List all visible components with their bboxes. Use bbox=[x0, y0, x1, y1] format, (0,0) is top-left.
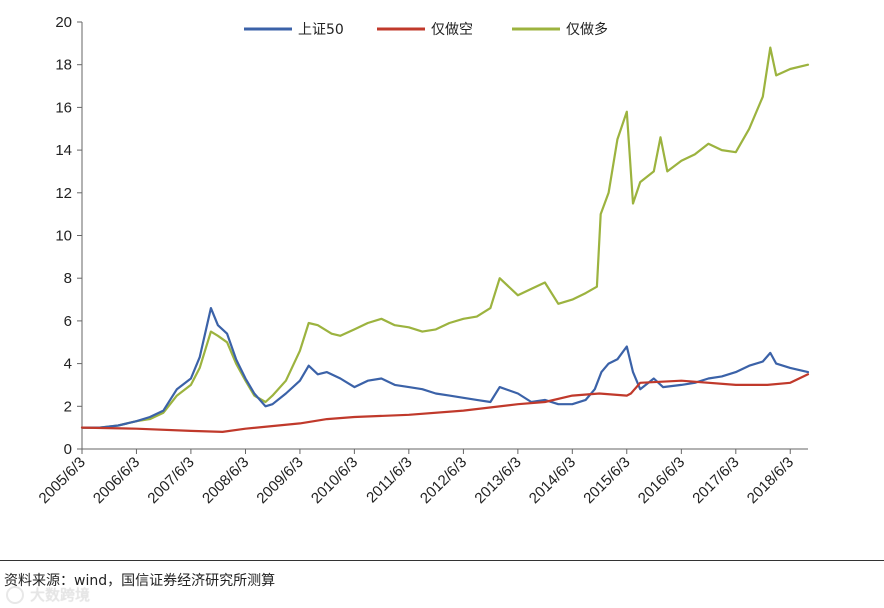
x-tick-label: 2012/6/3 bbox=[417, 454, 470, 507]
y-tick-label: 14 bbox=[55, 142, 72, 159]
legend: 上证50 仅做空 仅做多 bbox=[244, 21, 608, 38]
x-tick-label: 2007/6/3 bbox=[144, 454, 197, 507]
y-tick-label: 0 bbox=[64, 441, 72, 458]
y-tick-label: 2 bbox=[64, 398, 72, 415]
x-axis: 2005/6/3 2006/6/3 2007/6/3 2008/6/3 2009/6/3… bbox=[36, 448, 808, 507]
x-tick-label: 2013/6/3 bbox=[471, 454, 524, 507]
legend-label: 上证50 bbox=[298, 22, 344, 38]
x-tick-label: 2005/6/3 bbox=[36, 454, 89, 507]
source-divider bbox=[0, 560, 884, 561]
legend-label: 仅做多 bbox=[566, 21, 608, 38]
y-tick-label: 16 bbox=[55, 99, 72, 116]
x-tick-label: 2018/6/3 bbox=[744, 454, 797, 507]
series-line-1 bbox=[80, 373, 810, 433]
y-tick-label: 20 bbox=[55, 14, 72, 31]
x-tick-label: 2011/6/3 bbox=[363, 454, 416, 507]
y-tick-label: 8 bbox=[64, 270, 72, 287]
y-tick-label: 10 bbox=[55, 228, 72, 245]
series-line-0 bbox=[80, 307, 810, 429]
x-tick-label: 2009/6/3 bbox=[253, 454, 306, 507]
watermark-logo-icon bbox=[6, 586, 24, 604]
x-tick-label: 2010/6/3 bbox=[308, 454, 361, 507]
y-tick-label: 12 bbox=[55, 185, 72, 202]
series-line-2 bbox=[80, 46, 810, 429]
x-tick-label: 2014/6/3 bbox=[526, 454, 579, 507]
y-axis: 0 2 4 6 8 10 12 14 16 18 20 bbox=[55, 14, 83, 458]
x-tick-label: 2006/6/3 bbox=[90, 454, 143, 507]
x-tick-label: 2008/6/3 bbox=[199, 454, 252, 507]
source-note: 资料来源：wind，国信证券经济研究所测算 bbox=[4, 573, 276, 589]
y-tick-label: 4 bbox=[64, 356, 72, 373]
watermark: 大数跨境 bbox=[6, 584, 166, 606]
x-tick-label: 2015/6/3 bbox=[580, 454, 633, 507]
x-tick-label: 2017/6/3 bbox=[689, 454, 742, 507]
x-tick-label: 2016/6/3 bbox=[635, 454, 688, 507]
legend-label: 仅做空 bbox=[431, 22, 473, 38]
y-tick-label: 18 bbox=[55, 57, 72, 74]
y-tick-label: 6 bbox=[64, 313, 72, 330]
series-layer bbox=[80, 46, 810, 433]
watermark-text: 大数跨境 bbox=[30, 586, 91, 604]
